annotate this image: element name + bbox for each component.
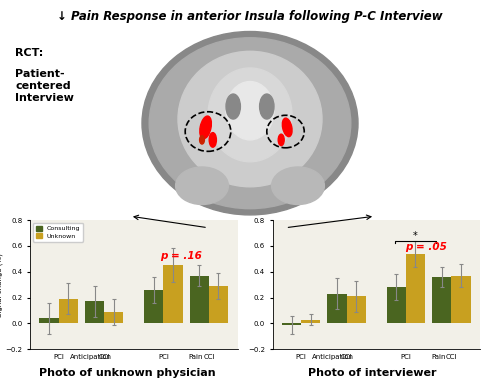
Ellipse shape (200, 136, 204, 144)
Bar (164, 265, 182, 323)
Text: RCT:: RCT: (15, 48, 44, 58)
Ellipse shape (278, 134, 284, 146)
Bar (346, 296, 366, 323)
Bar (209, 286, 228, 323)
Bar (190, 276, 209, 323)
Text: p = .05: p = .05 (404, 242, 446, 252)
Text: Anticipation: Anticipation (70, 354, 112, 360)
Bar (40, 318, 58, 323)
Text: y = 14: y = 14 (235, 218, 265, 227)
Ellipse shape (282, 118, 292, 137)
Bar (406, 254, 425, 323)
Ellipse shape (209, 132, 216, 147)
Text: Pain: Pain (431, 354, 446, 360)
Ellipse shape (176, 167, 229, 205)
Bar (58, 299, 78, 323)
Ellipse shape (208, 68, 292, 162)
Legend: Consulting, Unknown: Consulting, Unknown (33, 223, 83, 242)
Text: Photo of interviewer: Photo of interviewer (308, 368, 437, 378)
Text: p = .16: p = .16 (160, 251, 202, 261)
Ellipse shape (200, 116, 211, 139)
Bar (301, 320, 320, 323)
Ellipse shape (178, 51, 322, 187)
Text: ↓ Pain Response in anterior Insula following P-C Interview: ↓ Pain Response in anterior Insula follo… (57, 10, 443, 23)
Bar (282, 323, 301, 325)
Text: Photo of unknown physician: Photo of unknown physician (39, 368, 216, 378)
Bar (104, 312, 124, 323)
Text: Pain: Pain (188, 354, 203, 360)
Ellipse shape (142, 32, 358, 215)
Ellipse shape (149, 38, 351, 209)
Bar (328, 294, 346, 323)
Text: R: R (147, 32, 154, 42)
Bar (144, 290, 164, 323)
Ellipse shape (272, 167, 324, 205)
Text: Anticipation: Anticipation (312, 354, 354, 360)
Y-axis label: Signal change (%): Signal change (%) (0, 253, 2, 317)
Bar (85, 301, 104, 323)
Text: Patient-
centered
Interview: Patient- centered Interview (15, 69, 74, 103)
Bar (432, 277, 452, 323)
Bar (386, 287, 406, 323)
Ellipse shape (260, 94, 274, 119)
Ellipse shape (226, 81, 274, 140)
Text: *: * (413, 232, 418, 241)
Ellipse shape (226, 94, 240, 119)
Bar (452, 276, 470, 323)
